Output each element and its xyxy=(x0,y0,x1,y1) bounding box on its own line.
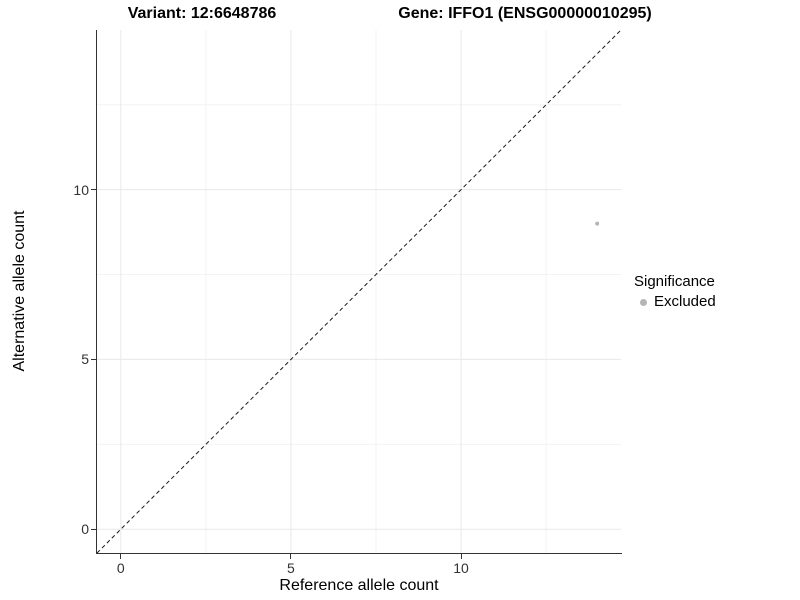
legend-key-dot-icon xyxy=(640,298,647,306)
x-axis-title: Reference allele count xyxy=(279,577,439,594)
legend-item-label: Excluded xyxy=(654,293,716,310)
x-tick-mark xyxy=(290,554,292,559)
x-tick-mark xyxy=(120,554,122,559)
plot-panel xyxy=(97,30,621,553)
plot-title-gene: Gene: IFFO1 (ENSG00000010295) xyxy=(398,5,652,22)
x-tick-label: 0 xyxy=(116,560,125,576)
y-tick-label: 0 xyxy=(81,521,89,538)
legend: Significance Excluded xyxy=(634,273,716,311)
identity-line xyxy=(97,30,621,553)
y-tick-label: 5 xyxy=(81,351,89,368)
y-axis-line xyxy=(96,30,97,554)
y-tick-mark xyxy=(91,358,96,360)
legend-items: Excluded xyxy=(634,293,716,311)
y-axis-title: Alternative allele count xyxy=(11,210,28,372)
data-point xyxy=(595,221,600,226)
x-tick-label: 10 xyxy=(453,560,469,576)
legend-item: Excluded xyxy=(640,293,716,311)
x-axis-line xyxy=(96,553,622,554)
y-tick-label: 10 xyxy=(73,181,89,198)
plot-title-variant: Variant: 12:6648786 xyxy=(127,5,277,22)
legend-title: Significance xyxy=(634,273,715,290)
y-tick-mark xyxy=(91,528,96,530)
y-tick-mark xyxy=(91,189,96,191)
x-tick-mark xyxy=(460,554,462,559)
x-tick-label: 5 xyxy=(287,560,295,576)
